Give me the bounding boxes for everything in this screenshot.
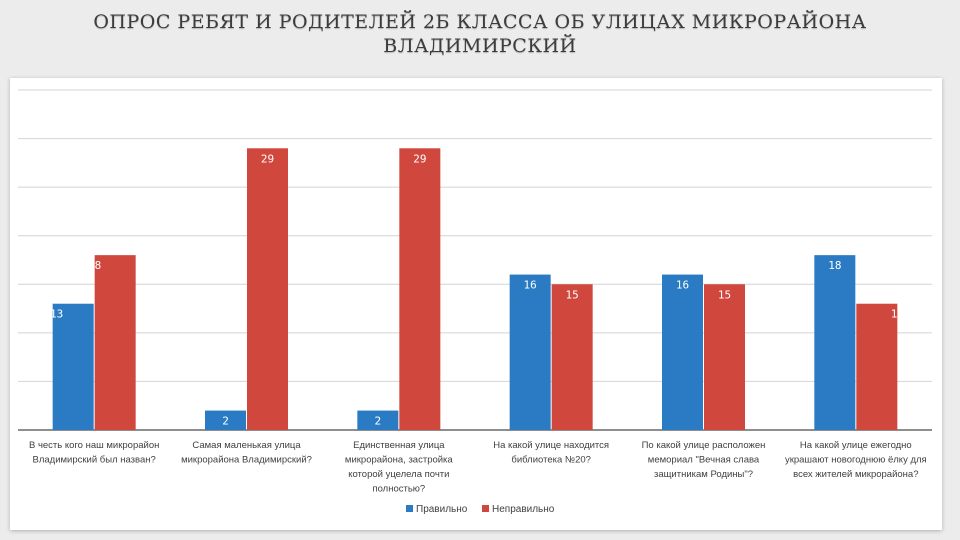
legend-swatch — [482, 505, 489, 512]
data-label: 13 — [50, 308, 63, 321]
category-label-line: украшают новогоднюю ёлку для — [785, 455, 927, 466]
category-label-line: микрорайона Владимирский? — [181, 455, 312, 466]
category-label: По какой улице расположен мемориал "Вечна… — [642, 440, 766, 480]
legend-label: Правильно — [416, 504, 468, 515]
bar-correct — [814, 255, 856, 430]
data-label: 18 — [88, 259, 101, 272]
bar-incorrect — [856, 303, 898, 430]
bar-correct — [357, 410, 399, 430]
category-label-line: Самая маленькая улица — [192, 440, 301, 451]
gridlines — [18, 89, 932, 431]
category-label-line: защитникам Родины"? — [654, 469, 753, 480]
category-label-line: которой уцелела почти — [348, 469, 449, 480]
legend-swatch — [406, 505, 413, 512]
category-label-line: мемориал "Вечная слава — [648, 455, 760, 466]
category-label-line: полностью? — [372, 484, 425, 495]
category-label-line: Единственная улица — [353, 440, 445, 451]
legend-label: Неправильно — [492, 504, 555, 515]
data-label: 2 — [222, 415, 229, 428]
category-label-line: На какой улице находится — [493, 440, 609, 451]
data-label: 2 — [375, 415, 382, 428]
data-label: 29 — [261, 152, 274, 165]
bar-incorrect — [704, 284, 745, 430]
bar-incorrect — [551, 284, 593, 430]
bar-correct — [662, 274, 703, 430]
category-label: Единственная улица микрорайона, застройка… — [345, 440, 454, 495]
bar-correct — [205, 410, 246, 430]
data-label: 16 — [524, 279, 537, 292]
data-label: 15 — [718, 288, 731, 301]
data-label: 15 — [566, 288, 579, 301]
category-label-line: В честь кого наш микрорайон — [29, 440, 159, 451]
data-label: 29 — [413, 152, 426, 165]
bar-correct — [509, 274, 551, 430]
data-label: 18 — [828, 259, 841, 272]
category-label: Самая маленькая улица микрорайона Владими… — [181, 440, 312, 466]
title-line-2: ВЛАДИМИРСКИЙ — [383, 35, 577, 57]
category-label: На какой улице ежегодно украшают новогодн… — [785, 440, 927, 480]
category-label-line: всех жителей микрорайона? — [793, 469, 918, 480]
data-label: 16 — [676, 279, 689, 292]
category-label-line: Владимирский был назван? — [33, 455, 156, 466]
legend: Правильно Неправильно — [406, 504, 555, 515]
bar-chart: 13 18 В честь кого наш микрорайон Владимирс… — [18, 89, 932, 515]
bar-correct — [52, 303, 94, 430]
category-label: На какой улице находится библиотека №20? — [493, 440, 609, 466]
category-label-line: микрорайона, застройка — [345, 455, 454, 466]
category-label: В честь кого наш микрорайон Владимирский … — [29, 440, 159, 466]
category-label-line: На какой улице ежегодно — [800, 440, 912, 451]
category-label-line: По какой улице расположен — [642, 440, 766, 451]
bar-incorrect — [94, 255, 136, 430]
bar-incorrect — [399, 148, 441, 430]
category-label-line: библиотека №20? — [511, 455, 591, 466]
chart-panel: 13 18 В честь кого наш микрорайон Владимирс… — [10, 78, 942, 530]
data-label: 13 — [891, 308, 904, 321]
page-title: ОПРОС РЕБЯТ И РОДИТЕЛЕЙ 2Б КЛАССА ОБ УЛИ… — [0, 10, 960, 58]
bar-incorrect — [247, 148, 288, 430]
title-line-1: ОПРОС РЕБЯТ И РОДИТЕЛЕЙ 2Б КЛАССА ОБ УЛИ… — [93, 11, 867, 33]
